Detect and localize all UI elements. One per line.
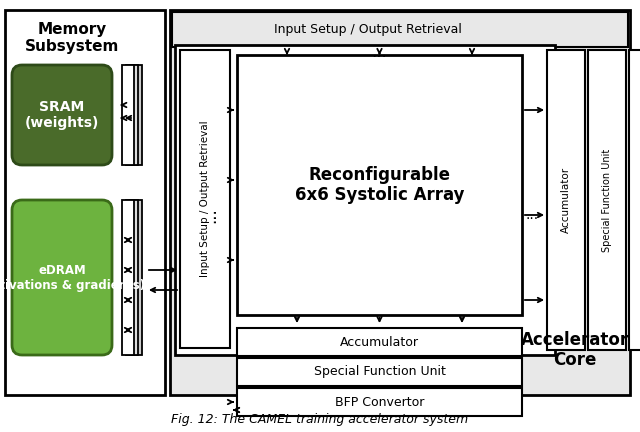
Bar [126, 200, 138, 355]
Bar [122, 200, 134, 355]
Bar [237, 358, 522, 386]
Bar [237, 328, 522, 356]
Text: eDRAM
(activations & gradients): eDRAM (activations & gradients) [0, 264, 145, 292]
Text: Fig. 12: The CAMEL training accelerator system: Fig. 12: The CAMEL training accelerator … [172, 413, 468, 426]
FancyBboxPatch shape [12, 200, 112, 355]
Bar [126, 65, 138, 165]
Bar [629, 50, 640, 350]
Text: Input Setup / Output Retrieval: Input Setup / Output Retrieval [200, 121, 210, 277]
Text: Accelerator
Core: Accelerator Core [521, 330, 629, 369]
Bar [5, 10, 165, 395]
Text: ...: ... [201, 207, 219, 223]
Text: Accumulator: Accumulator [561, 167, 571, 233]
Bar [237, 55, 522, 315]
Text: ...: ... [525, 208, 539, 222]
Text: Memory
Subsystem: Memory Subsystem [25, 22, 120, 54]
Text: Special Function Unit: Special Function Unit [314, 365, 445, 378]
FancyBboxPatch shape [12, 65, 112, 165]
Text: BFP Convertor: BFP Convertor [335, 396, 424, 409]
Bar [547, 50, 585, 350]
Bar [175, 45, 555, 355]
Bar [172, 12, 628, 47]
Bar [130, 65, 142, 165]
Text: Special Function Unit: Special Function Unit [602, 148, 612, 251]
Bar [130, 200, 142, 355]
Text: SRAM
(weights): SRAM (weights) [25, 100, 99, 130]
Text: Reconfigurable
6x6 Systolic Array: Reconfigurable 6x6 Systolic Array [295, 165, 464, 204]
Bar [588, 50, 626, 350]
Bar [237, 388, 522, 416]
Text: Accumulator: Accumulator [340, 336, 419, 349]
Bar [180, 50, 230, 348]
Text: ...: ... [372, 43, 387, 61]
Bar [122, 65, 134, 165]
Text: Input Setup / Output Retrieval: Input Setup / Output Retrieval [274, 23, 461, 36]
Bar [170, 10, 630, 395]
